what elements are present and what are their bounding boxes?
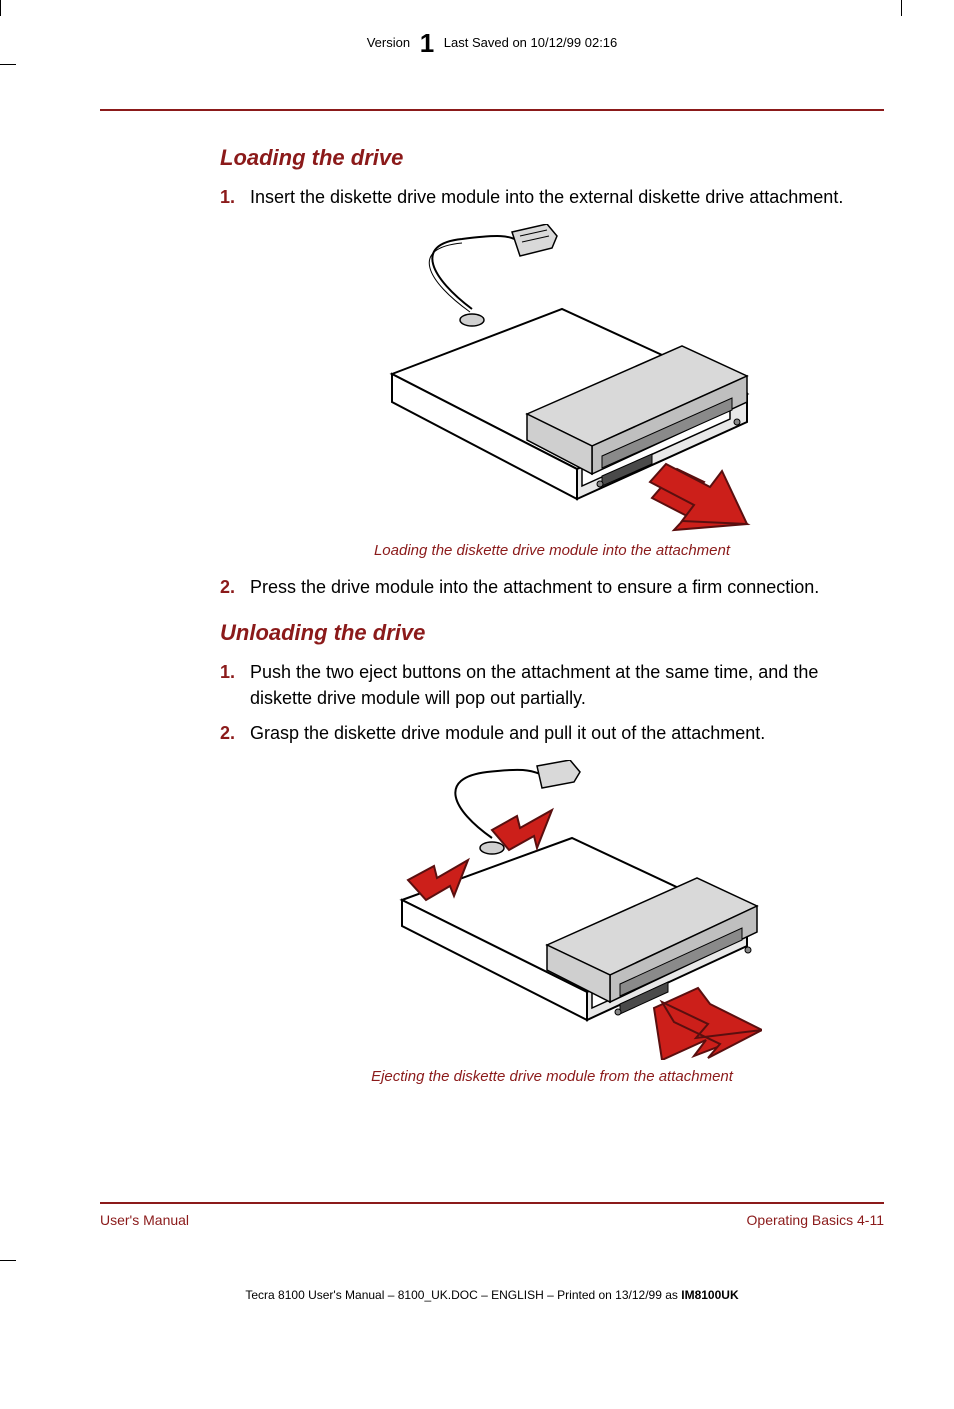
footer-rule [100,1202,884,1204]
version-label: Version [367,35,410,50]
step-text: Press the drive module into the attachme… [250,575,884,600]
figure-caption: Loading the diskette drive module into t… [220,542,884,559]
version-number: 1 [420,28,434,58]
figure-caption: Ejecting the diskette drive module from … [220,1068,884,1085]
section-title-loading: Loading the drive [220,145,884,171]
step-text: Insert the diskette drive module into th… [250,185,884,210]
step-number: 2. [220,575,250,600]
header-rule [100,109,884,111]
page: Version 1 Last Saved on 10/12/99 02:16 L… [100,0,884,1409]
step: 2. Press the drive module into the attac… [220,575,884,600]
step: 1. Insert the diskette drive module into… [220,185,884,210]
arrow-out-icon [654,988,762,1060]
page-header: Version 1 Last Saved on 10/12/99 02:16 [100,28,884,59]
content: Loading the drive 1. Insert the diskette… [220,145,884,1085]
print-prefix: Tecra 8100 User's Manual – 8100_UK.DOC –… [245,1288,681,1302]
port-icon [460,314,484,326]
footer: User's Manual Operating Basics 4-11 Tecr… [100,1196,884,1302]
section-title-unloading: Unloading the drive [220,620,884,646]
footer-right: Operating Basics 4-11 [747,1212,884,1228]
step-number: 1. [220,185,250,210]
step-number: 2. [220,721,250,746]
step-text: Push the two eject buttons on the attach… [250,660,884,710]
crop-mark [901,0,902,16]
arrow-in-icon [650,464,747,530]
crop-mark [0,1260,16,1261]
connector-icon [512,224,557,256]
figure-loading [220,224,884,534]
print-code: IM8100UK [681,1288,738,1302]
crop-mark [0,64,16,65]
step-number: 1. [220,660,250,710]
figure-ejecting [220,760,884,1060]
print-line: Tecra 8100 User's Manual – 8100_UK.DOC –… [100,1288,884,1302]
connector-icon [537,760,580,788]
footer-left: User's Manual [100,1212,189,1228]
step-text: Grasp the diskette drive module and pull… [250,721,884,746]
saved-label: Last Saved on 10/12/99 02:16 [444,35,617,50]
step: 1. Push the two eject buttons on the att… [220,660,884,710]
port-icon [480,842,504,854]
step: 2. Grasp the diskette drive module and p… [220,721,884,746]
